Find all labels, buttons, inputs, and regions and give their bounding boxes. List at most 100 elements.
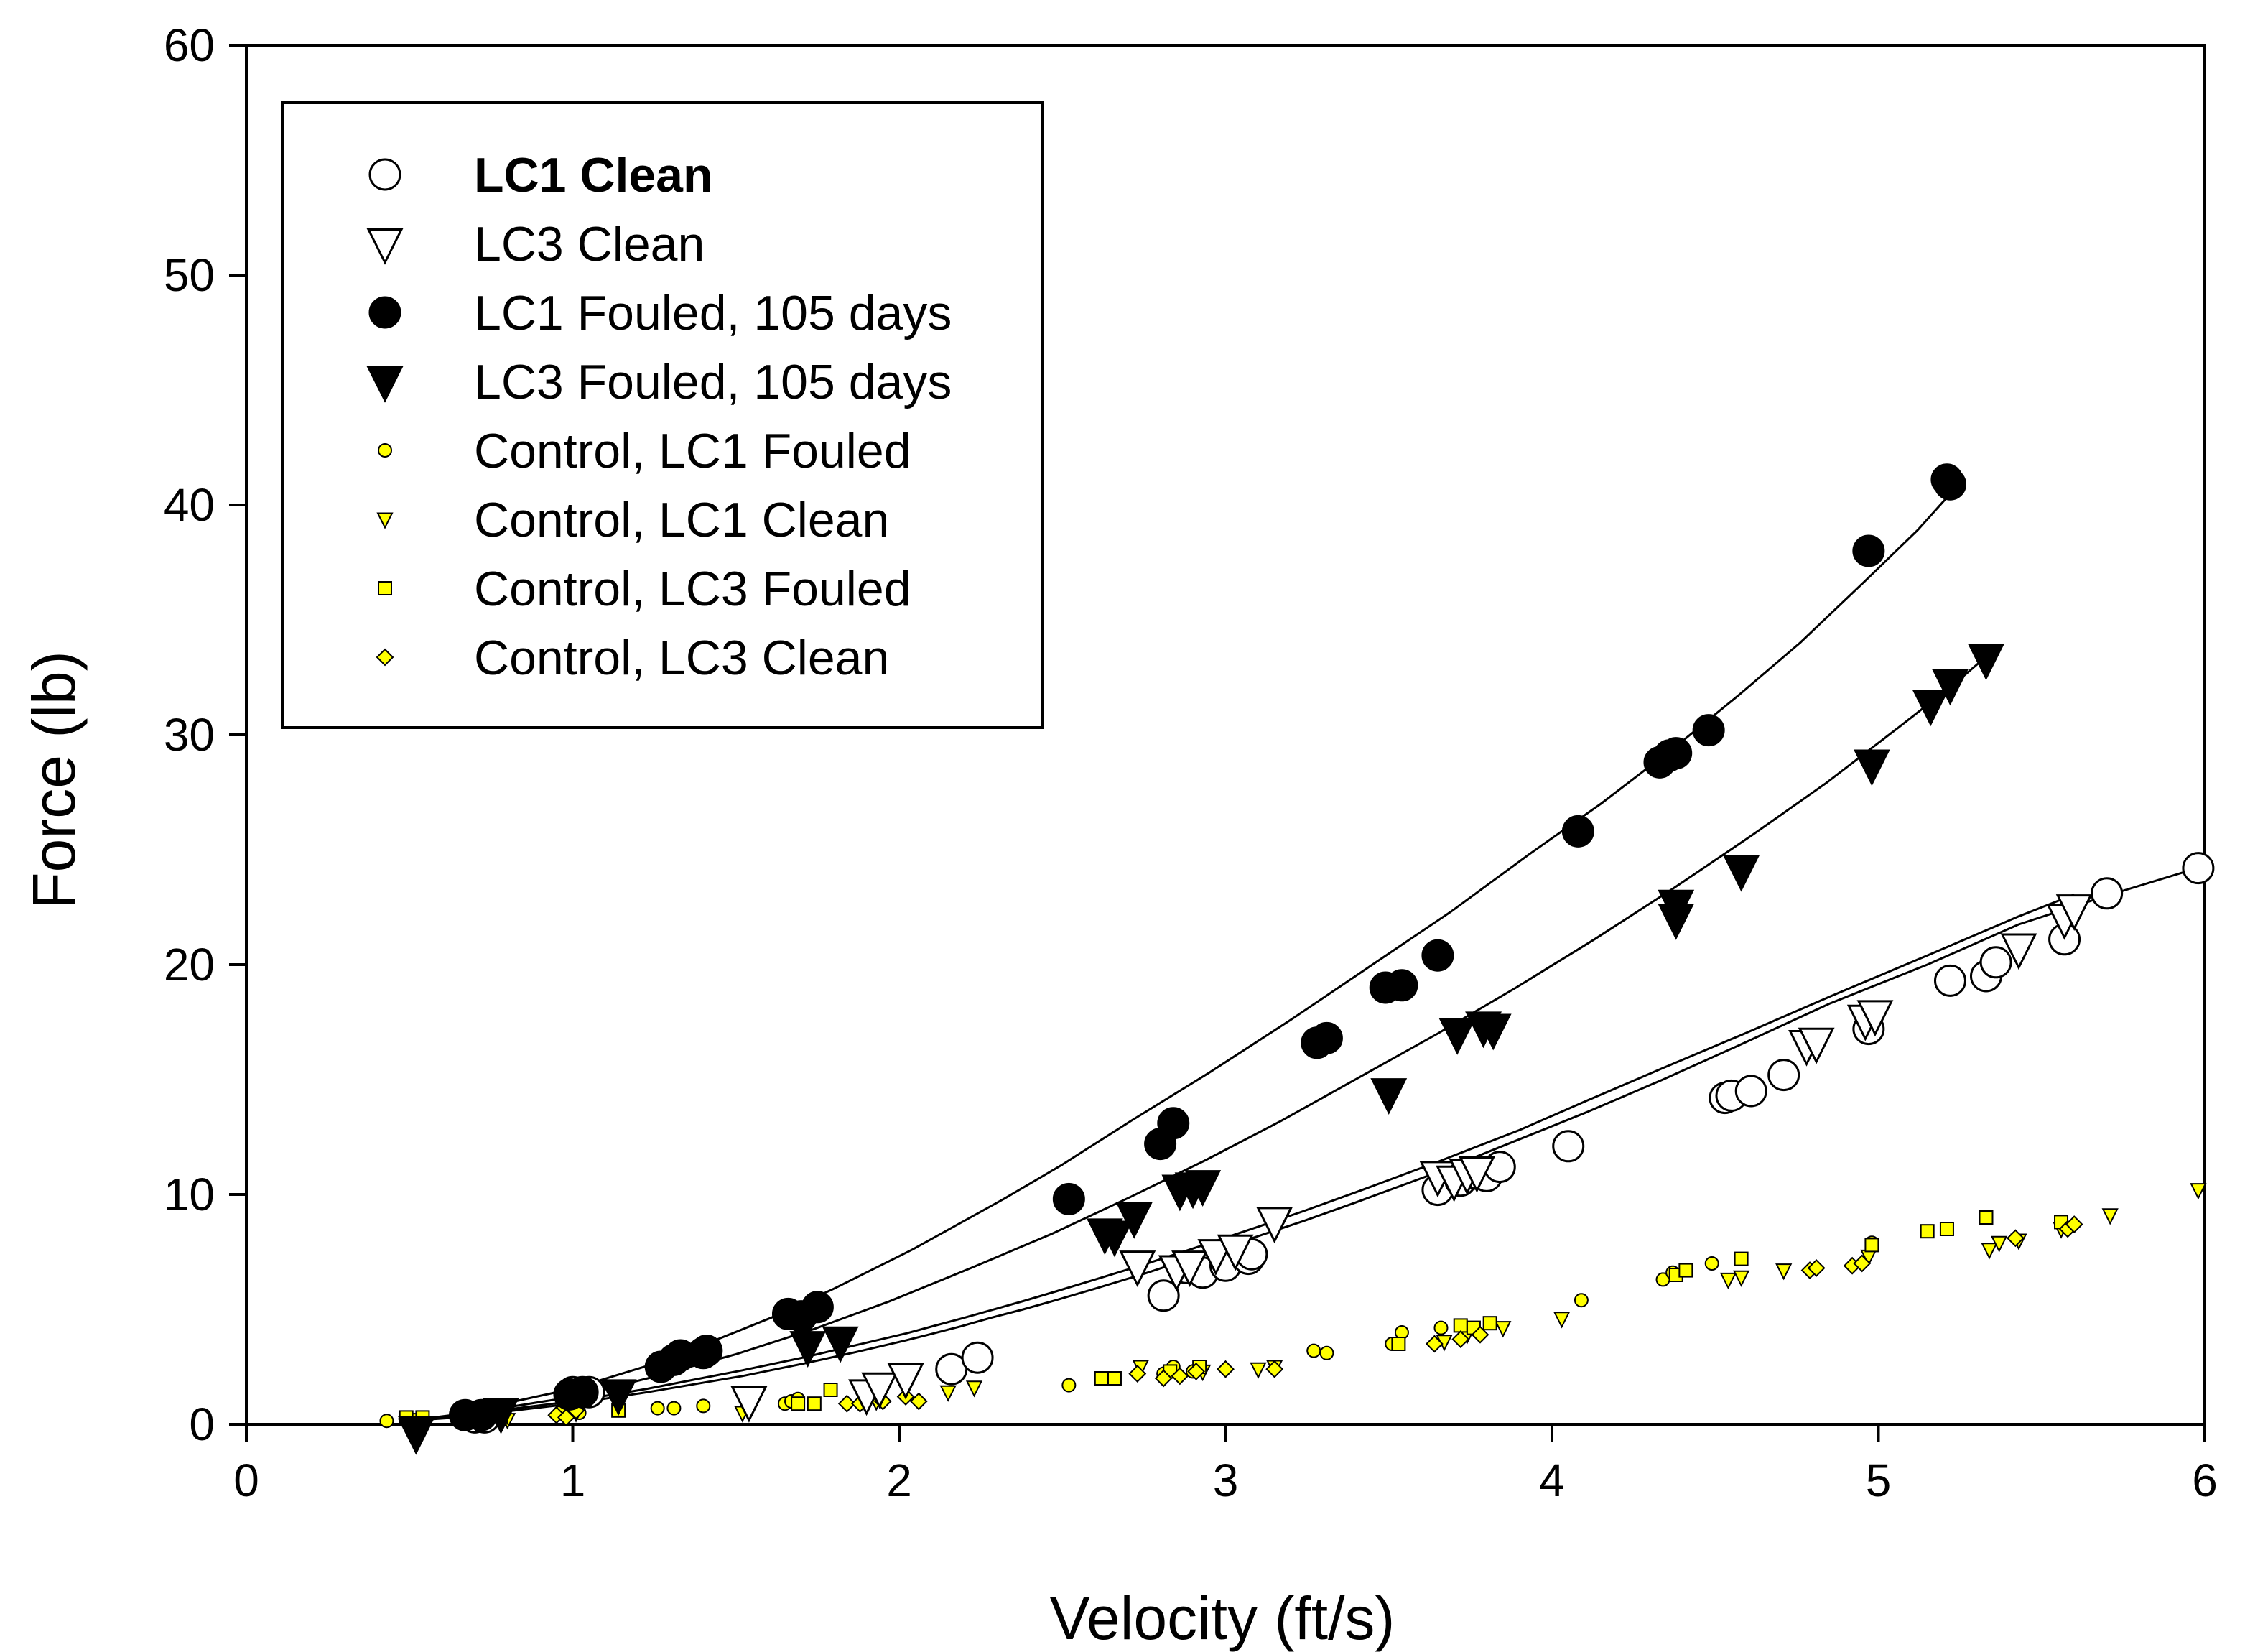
data-point-control-lc1-fouled [1704,1256,1719,1271]
legend-label: Control, LC3 Fouled [474,562,911,616]
data-point-control-lc1-clean [2190,1183,2207,1200]
data-point-control-lc3-fouled [1939,1222,1954,1236]
data-point-control-lc1-clean [1991,1235,2008,1253]
legend-marker [366,228,404,265]
data-point-control-lc1-clean [965,1380,983,1398]
data-point-lc1-clean [1933,964,1966,997]
legend-label: Control, LC3 Clean [474,631,889,685]
data-point-lc3-clean [1171,1250,1208,1288]
data-point-control-lc1-clean [1719,1272,1737,1290]
data-point-control-lc3-fouled [791,1396,806,1411]
data-point-lc1-fouled-105-days [1052,1182,1085,1215]
data-point-lc1-fouled-105-days [1310,1021,1343,1054]
data-point-lc1-fouled-105-days [1385,969,1418,1002]
data-point-lc3-fouled-105-days [1968,644,2004,681]
data-point-lc3-fouled-105-days [1115,1202,1153,1239]
x-tick-label: 3 [1213,1454,1239,1506]
data-point-lc3-clean [730,1386,768,1423]
data-point-control-lc1-fouled [1319,1345,1334,1360]
legend-label: LC1 Clean [474,148,713,203]
data-point-lc3-clean [1217,1234,1254,1271]
data-point-control-lc3-clean [1128,1365,1147,1383]
data-point-control-lc1-fouled [1061,1378,1077,1393]
data-point-control-lc3-fouled [823,1383,838,1397]
data-point-lc3-fouled-105-days [1912,690,1949,727]
y-tick-label: 60 [164,19,215,71]
y-tick-label: 30 [164,709,215,761]
data-point-control-lc3-clean [1171,1367,1189,1386]
data-point-control-lc3-fouled [1678,1263,1693,1278]
data-point-lc3-clean [1459,1156,1495,1193]
data-point-lc3-fouled-105-days [1438,1018,1476,1055]
fit-curve-1 [406,894,2075,1421]
legend-marker [366,366,404,403]
data-point-control-lc3-fouled [1094,1371,1109,1386]
data-point-lc1-fouled-105-days [1933,468,1966,501]
legend-marker [378,443,392,458]
data-point-lc1-clean [961,1341,994,1374]
data-point-lc1-clean [2091,877,2124,910]
data-point-lc1-clean [2182,852,2215,885]
data-point-control-lc3-clean [1217,1360,1235,1378]
data-point-control-lc3-clean [2006,1229,2025,1248]
data-point-lc1-clean [1767,1059,1800,1092]
x-axis-label: Velocity (ft/s) [1050,1584,1395,1652]
x-tick-label: 1 [560,1454,586,1506]
data-point-lc1-fouled-105-days [1852,534,1885,567]
legend-marker [378,581,392,595]
data-point-lc1-clean [1552,1130,1585,1163]
data-point-lc3-clean [1798,1027,1835,1064]
y-tick-label: 0 [189,1398,215,1450]
x-tick-label: 0 [233,1454,259,1506]
data-point-lc3-clean [2055,894,2093,932]
legend-label: LC1 Fouled, 105 days [474,286,952,340]
data-point-control-lc3-fouled [1107,1371,1122,1386]
data-point-lc1-fouled-105-days [1421,939,1454,972]
data-point-lc1-fouled-105-days [1561,815,1594,848]
legend-marker [368,158,401,191]
data-point-lc3-fouled-105-days [1184,1170,1222,1207]
legend-marker [376,648,394,667]
data-point-control-lc1-clean [1250,1362,1267,1379]
data-point-control-lc3-fouled [1482,1316,1497,1331]
data-point-control-lc1-fouled [650,1401,665,1416]
data-point-control-lc1-fouled [1433,1320,1449,1335]
data-point-control-lc3-fouled [1391,1337,1406,1351]
data-point-control-lc1-clean [1553,1312,1571,1329]
data-point-control-lc3-clean [1471,1325,1489,1344]
data-point-lc3-fouled-105-days [1723,855,1760,892]
data-point-control-lc3-clean [909,1392,928,1411]
data-point-control-lc3-fouled [807,1396,822,1411]
data-point-lc3-clean [2000,933,2037,970]
data-point-control-lc3-clean [837,1394,856,1413]
data-point-control-lc1-fouled [379,1414,394,1429]
data-point-lc3-fouled-105-days [789,1331,827,1368]
legend-label: LC3 Fouled, 105 days [474,355,952,409]
x-tick-label: 2 [886,1454,912,1506]
data-point-lc1-fouled-105-days [690,1335,723,1368]
y-tick-label: 40 [164,479,215,531]
x-tick-label: 5 [1866,1454,1892,1506]
legend-label: Control, LC1 Clean [474,493,889,547]
x-tick-label: 6 [2192,1454,2218,1506]
y-tick-label: 50 [164,249,215,301]
data-point-control-lc1-clean [939,1385,957,1402]
data-point-control-lc1-clean [1775,1263,1793,1281]
y-tick-label: 20 [164,939,215,990]
data-point-control-lc3-clean [1187,1362,1206,1380]
data-point-control-lc1-fouled [1306,1343,1321,1358]
legend-label: LC3 Clean [474,217,705,272]
data-point-lc1-fouled-105-days [1157,1107,1190,1140]
legend-marker [376,512,394,529]
data-point-control-lc3-fouled [1920,1224,1935,1239]
data-point-lc3-fouled-105-days [1932,669,1969,706]
data-point-lc3-fouled-105-days [1658,903,1695,940]
data-point-control-lc1-fouled [666,1401,682,1416]
data-point-control-lc1-fouled [1574,1293,1589,1308]
data-point-lc3-fouled-105-days [822,1326,859,1363]
data-point-lc1-fouled-105-days [1692,714,1725,747]
data-point-lc3-clean [1119,1250,1156,1288]
data-point-control-lc3-clean [1154,1369,1173,1388]
